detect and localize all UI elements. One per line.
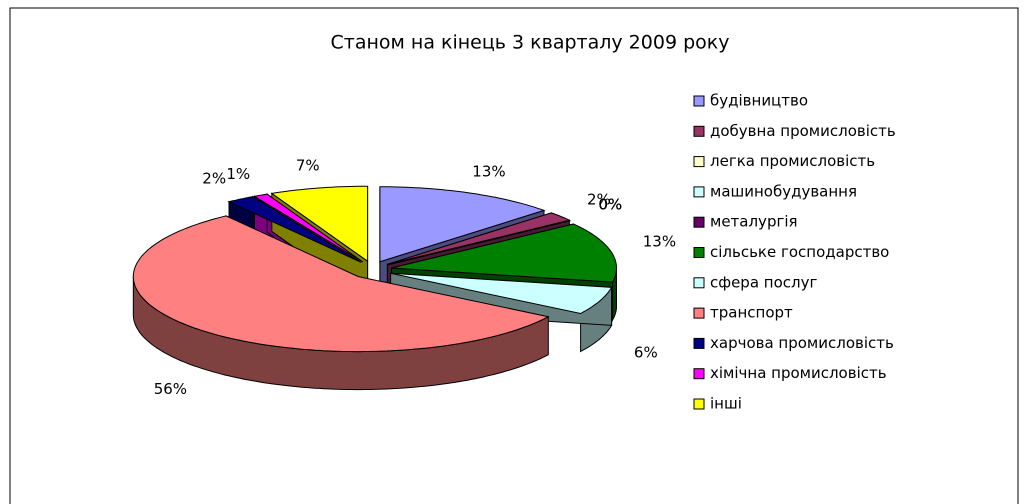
legend-label: інші: [710, 395, 742, 413]
legend-swatch: [693, 277, 705, 289]
legend-label: добувна промисловість: [710, 122, 896, 140]
legend-label: легка промисловість: [710, 152, 875, 170]
legend-swatch: [693, 398, 705, 410]
data-label: 7%: [296, 156, 320, 174]
pie-slice: [390, 272, 613, 315]
data-label: 6%: [634, 343, 658, 361]
legend-swatch: [693, 307, 705, 319]
data-label: 13%: [472, 162, 505, 180]
legend-label: транспорт: [710, 304, 793, 322]
data-label: 0%: [598, 195, 622, 213]
data-label: 2%: [202, 170, 226, 188]
data-label: 0%: [598, 195, 622, 213]
legend-label: сфера послуг: [710, 273, 817, 291]
pie-slice: [132, 215, 550, 353]
data-label: 2%: [587, 190, 611, 208]
legend-label: будівництво: [710, 92, 808, 110]
pie-slice: [379, 186, 546, 263]
legend-swatch: [693, 186, 705, 198]
data-label: 0%: [598, 195, 622, 213]
legend-swatch: [693, 247, 705, 258]
legend-label: металургія: [710, 213, 798, 231]
legend-label: харчова промисловість: [710, 334, 894, 352]
legend-label: сільське господарство: [710, 243, 889, 261]
legend-swatch: [693, 95, 705, 107]
legend-swatch: [693, 156, 705, 168]
pie-slice: [253, 193, 364, 263]
data-label: 56%: [154, 380, 187, 398]
pie-slice: [227, 196, 362, 263]
pie-slice: [388, 220, 571, 266]
pie-slice: [391, 223, 617, 283]
pie-slice: [387, 212, 571, 265]
pie-slice: [270, 185, 369, 263]
legend-swatch: [693, 125, 705, 137]
legend-label: машинобудування: [710, 182, 857, 200]
legend-swatch: [693, 337, 705, 349]
data-label: 1%: [226, 165, 250, 183]
chart-title: Станом на кінець 3 кварталу 2009 року: [331, 32, 730, 54]
legend-swatch: [693, 216, 705, 228]
legend-label: хімічна промисловість: [710, 364, 887, 382]
legend-swatch: [693, 368, 705, 380]
data-label: 13%: [643, 233, 676, 251]
